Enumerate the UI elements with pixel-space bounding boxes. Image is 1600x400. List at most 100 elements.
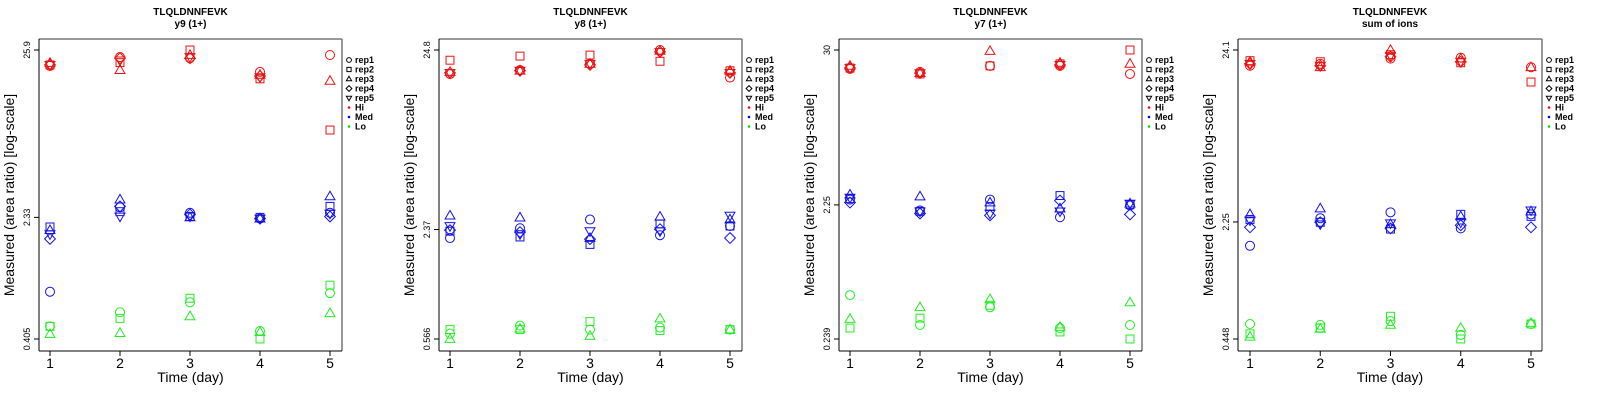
legend-dot-hi (747, 106, 751, 109)
x-tick-label: 3 (1387, 355, 1395, 371)
y-tick-label: 0.448 (1221, 328, 1231, 351)
legend-symbol-rep4 (745, 84, 753, 93)
point-lo-rep3 (1525, 316, 1537, 327)
point-med-rep4 (113, 200, 127, 213)
point-hi-rep3 (984, 44, 996, 55)
legend-label: rep4 (1555, 84, 1574, 94)
point-lo-rep2 (985, 300, 995, 310)
point-med-rep4 (843, 196, 857, 209)
y-tick-label: 30 (822, 45, 832, 55)
point-med-rep5 (1384, 219, 1397, 230)
legend-symbol-rep3 (1145, 75, 1153, 82)
point-lo-rep1 (325, 288, 335, 299)
x-tick-label: 4 (256, 355, 264, 371)
legend-dot-lo (347, 125, 351, 128)
legend-label: rep1 (755, 55, 774, 65)
point-hi-rep3 (444, 65, 456, 76)
point-lo-rep3 (444, 332, 456, 343)
point-lo-rep3 (184, 310, 196, 321)
point-hi-rep1 (1385, 53, 1396, 64)
point-lo-rep3 (844, 312, 856, 323)
point-hi-rep2 (1315, 57, 1325, 67)
legend-symbol-rep2 (1146, 66, 1152, 73)
legend-symbol-rep5 (1145, 95, 1153, 102)
legend-label: Lo (1555, 122, 1566, 132)
point-med-rep4 (983, 209, 997, 222)
point-lo-rep3 (1384, 318, 1397, 329)
legend-symbol-rep2 (746, 66, 752, 73)
point-hi-rep1 (725, 72, 735, 83)
point-lo-rep3 (1244, 330, 1256, 341)
point-med-rep1 (655, 230, 665, 241)
x-tick-label: 3 (186, 355, 194, 371)
y-tick-label: 2.33 (22, 209, 32, 227)
point-lo-rep2 (1245, 329, 1255, 339)
legend-label: rep3 (1155, 74, 1174, 84)
point-med-rep4 (913, 207, 927, 220)
point-hi-rep5 (724, 68, 736, 79)
point-lo-rep2 (115, 313, 125, 323)
x-tick-label: 2 (116, 355, 124, 371)
point-med-rep1 (1245, 240, 1255, 251)
point-hi-rep2 (1125, 45, 1135, 55)
point-med-rep5 (724, 211, 736, 222)
legend-symbol-rep1 (346, 57, 352, 63)
point-hi-rep5 (44, 61, 56, 72)
y-tick-label: 2.25 (822, 196, 832, 214)
point-med-rep5 (114, 212, 126, 223)
point-lo-rep3 (1454, 321, 1467, 332)
point-hi-rep2 (445, 55, 455, 65)
point-med-rep3 (724, 213, 736, 224)
point-med-rep2 (1526, 211, 1536, 221)
y-tick-label: 0.239 (822, 328, 832, 351)
point-lo-rep3 (254, 325, 266, 337)
point-hi-rep5 (114, 56, 126, 67)
point-med-rep2 (1386, 224, 1395, 234)
x-tick-label: 5 (1126, 355, 1134, 371)
legend-symbol-rep1 (746, 57, 752, 63)
point-med-rep4 (43, 232, 57, 245)
point-med-rep2 (515, 232, 525, 242)
point-lo-rep3 (914, 301, 926, 312)
legend-label: rep4 (755, 84, 774, 94)
legend-label: Hi (755, 103, 764, 113)
point-med-rep5 (984, 209, 996, 220)
x-tick-label: 1 (46, 355, 54, 371)
y-tick-label: 24.1 (1221, 41, 1231, 59)
legend-label: rep1 (1155, 55, 1174, 65)
legend-symbol-rep5 (745, 95, 753, 102)
point-med-rep3 (654, 210, 666, 221)
legend-label: Med (1155, 112, 1173, 122)
legend-label: Hi (355, 103, 364, 113)
point-hi-rep2 (515, 51, 525, 61)
point-hi-rep3 (1525, 61, 1537, 72)
point-med-rep3 (324, 190, 336, 201)
point-med-rep5 (1244, 216, 1256, 227)
legend-label: Lo (755, 122, 766, 132)
point-lo-rep2 (1456, 334, 1466, 344)
point-lo-rep3 (324, 307, 336, 318)
point-med-rep5 (324, 209, 336, 220)
point-med-rep5 (914, 207, 926, 218)
point-lo-rep1 (915, 320, 925, 331)
point-lo-rep3 (44, 327, 56, 338)
point-hi-rep1 (255, 66, 265, 77)
point-lo-rep3 (1124, 296, 1136, 307)
point-hi-rep2 (655, 56, 665, 66)
y-tick-label: 0.405 (22, 328, 32, 351)
x-tick-label: 5 (1527, 355, 1535, 371)
legend-dot-med (347, 115, 351, 119)
point-med-rep5 (1525, 206, 1537, 217)
point-hi-rep3 (1124, 57, 1136, 68)
point-lo-rep2 (255, 334, 265, 344)
point-hi-rep3 (1454, 52, 1467, 63)
point-med-rep4 (323, 210, 337, 223)
point-lo-rep3 (114, 326, 126, 337)
point-med-rep5 (514, 230, 526, 241)
point-lo-rep1 (1455, 329, 1466, 340)
legend-label: rep2 (1555, 65, 1574, 75)
legend-symbol-rep3 (345, 75, 353, 82)
x-tick-label: 2 (516, 355, 524, 371)
